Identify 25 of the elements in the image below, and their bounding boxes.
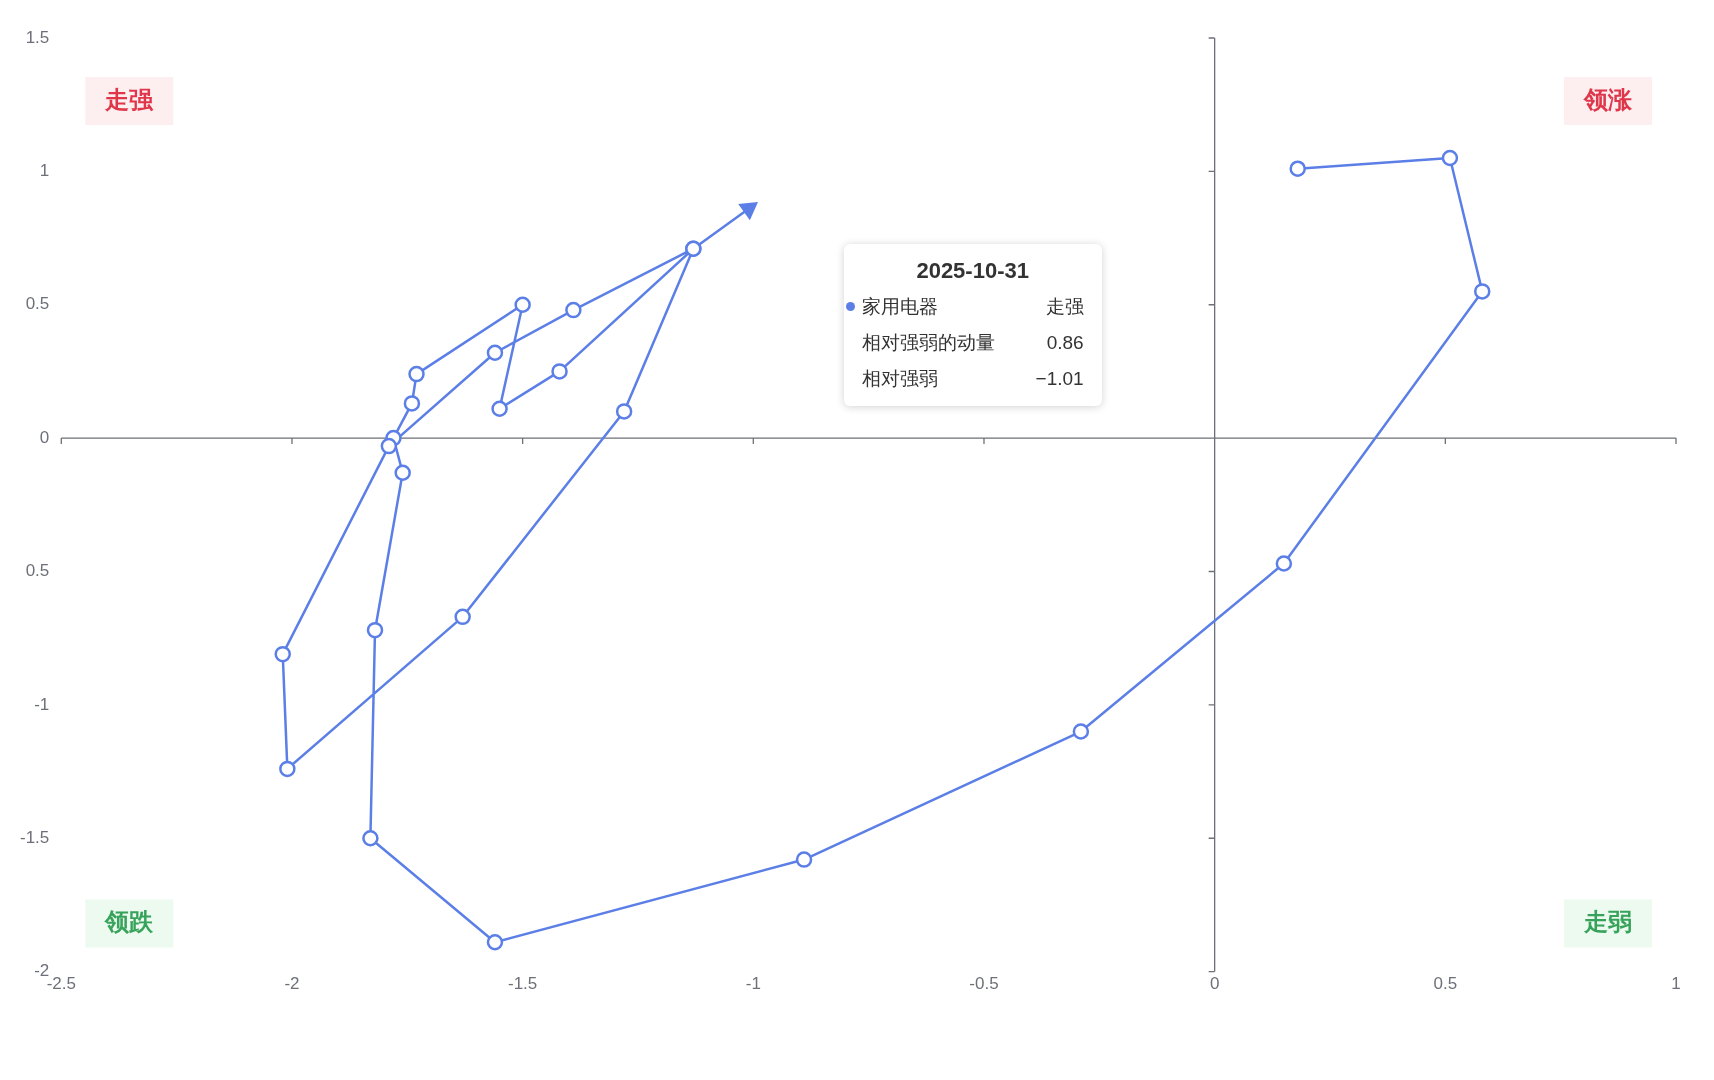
x-tick-label: -1.5 <box>507 974 538 994</box>
annotation: 相对强弱 <box>861 366 938 391</box>
annotation: 走强 <box>1045 294 1084 319</box>
y-tick-label: 0.5 <box>25 294 50 314</box>
x-tick-label: -0.5 <box>969 974 999 994</box>
annotation: 走强 <box>104 85 155 113</box>
x-tick-label: -2 <box>284 974 300 994</box>
legend-label: 家用电器 <box>861 294 938 319</box>
annotation: 领跌 <box>104 908 155 936</box>
x-tick-label: -1 <box>745 974 761 994</box>
annotation: 0.86 <box>1046 331 1084 354</box>
x-tick-label: 0.5 <box>1433 974 1458 994</box>
annotation: 走弱 <box>1583 908 1632 936</box>
annotation: −1.01 <box>1035 367 1084 390</box>
y-tick-label: 1 <box>39 161 50 181</box>
x-tick-label: 0 <box>1209 974 1220 994</box>
y-tick-label: -1.5 <box>20 827 50 847</box>
y-tick-label: 0 <box>39 427 50 447</box>
x-tick-label: 1 <box>1671 974 1681 994</box>
y-tick-label: 0.5 <box>25 561 50 581</box>
y-tick-label: -1 <box>34 694 50 714</box>
annotation: 2025-10-31 <box>915 257 1030 284</box>
y-tick-label: 1.5 <box>25 27 50 47</box>
annotation: 领涨 <box>1583 85 1633 113</box>
annotation: 相对强弱的动量 <box>861 330 995 355</box>
